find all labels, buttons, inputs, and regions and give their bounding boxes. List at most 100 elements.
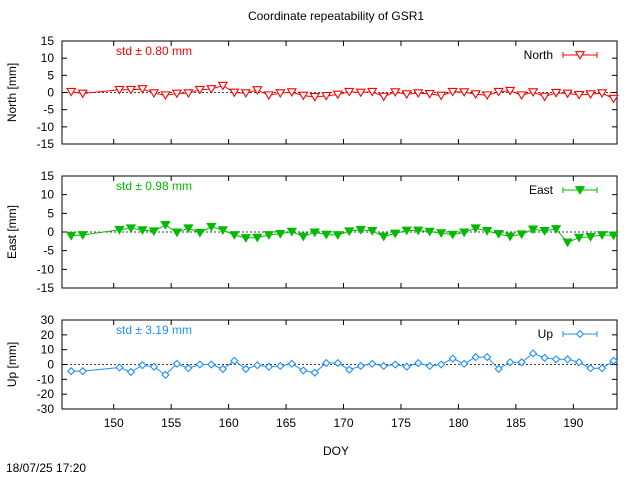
data-point: [459, 88, 470, 98]
data-point: [471, 352, 480, 362]
data-point: [299, 366, 308, 375]
data-point: [138, 361, 147, 370]
y-tick-label: 15: [41, 169, 55, 183]
y-tick-label: 10: [41, 51, 55, 65]
data-point: [298, 91, 309, 101]
data-point: [608, 94, 619, 104]
data-point: [206, 222, 217, 232]
legend-label: East: [529, 183, 554, 197]
data-point: [550, 88, 562, 98]
data-point: [425, 361, 434, 371]
data-point: [344, 227, 355, 237]
data-point: [194, 85, 206, 95]
x-tick-label: 155: [161, 416, 181, 430]
data-point: [574, 358, 584, 367]
y-tick-label: 20: [41, 328, 55, 342]
x-tick-label: 175: [391, 416, 411, 430]
y-tick-label: -10: [37, 120, 55, 134]
data-point: [184, 364, 193, 373]
data-point: [332, 231, 343, 240]
data-point: [172, 359, 182, 368]
data-point: [309, 228, 320, 238]
x-tick-label: 180: [448, 416, 468, 430]
data-point: [252, 86, 263, 95]
data-point: [504, 86, 516, 96]
data-point: [160, 220, 171, 230]
data-point: [77, 231, 88, 240]
y-tick-label: 5: [47, 68, 54, 82]
y-tick-label: 30: [41, 313, 55, 327]
data-point: [482, 352, 492, 362]
data-point: [413, 226, 424, 236]
y-tick-label: 0: [47, 225, 54, 239]
data-point: [276, 361, 285, 371]
data-point: [608, 231, 619, 241]
data-point: [573, 233, 585, 243]
data-point: [77, 89, 88, 99]
data-point: [447, 230, 458, 240]
data-point: [240, 89, 252, 99]
data-point: [67, 366, 76, 376]
data-point: [230, 356, 239, 365]
data-point: [447, 87, 458, 97]
data-point: [137, 226, 148, 235]
data-point: [183, 224, 194, 234]
data-point: [596, 231, 608, 240]
data-point: [171, 228, 183, 238]
data-point: [125, 224, 137, 234]
data-point: [160, 91, 171, 101]
x-tick-label: 185: [506, 416, 526, 430]
data-point: [516, 91, 527, 101]
data-point: [481, 226, 493, 236]
data-point: [344, 87, 355, 97]
data-point: [287, 359, 296, 368]
data-point: [401, 90, 412, 100]
data-point: [504, 232, 516, 242]
data-point: [494, 364, 503, 374]
data-point: [459, 359, 469, 368]
data-point: [539, 92, 550, 102]
series-line-north: [71, 85, 614, 100]
data-point: [379, 361, 388, 371]
data-point: [263, 91, 274, 101]
std-label: std ± 3.19 mm: [116, 323, 192, 337]
data-point: [414, 358, 423, 368]
data-point: [436, 91, 447, 101]
data-point: [148, 227, 160, 237]
y-tick-label: -5: [43, 103, 54, 117]
x-tick-label: 190: [563, 416, 583, 430]
data-point: [355, 225, 366, 235]
data-point: [562, 238, 573, 248]
data-point: [596, 89, 608, 99]
data-point: [161, 370, 170, 380]
data-point: [401, 226, 412, 236]
std-label: std ± 0.80 mm: [116, 44, 192, 58]
data-point: [183, 89, 194, 99]
data-point: [207, 360, 216, 369]
data-point: [597, 364, 607, 373]
y-tick-label: 5: [47, 206, 54, 220]
data-point: [459, 228, 470, 238]
data-point: [263, 231, 274, 240]
data-point: [114, 85, 125, 95]
data-point: [217, 81, 229, 91]
data-point: [310, 368, 319, 377]
y-tick-label: -20: [37, 387, 55, 401]
data-point: [367, 226, 378, 236]
data-point: [368, 359, 377, 368]
data-point: [253, 361, 262, 370]
std-label: std ± 0.98 mm: [116, 179, 192, 193]
data-point: [378, 232, 389, 242]
data-point: [562, 89, 573, 99]
data-point: [573, 90, 585, 100]
data-point: [241, 364, 251, 374]
data-point: [413, 89, 424, 99]
data-point: [527, 88, 539, 98]
data-point: [367, 87, 378, 97]
x-tick-label: 170: [334, 416, 354, 430]
legend-marker: [574, 186, 586, 195]
data-point: [493, 229, 504, 239]
y-tick-label: -30: [37, 402, 55, 416]
data-point: [206, 85, 217, 94]
